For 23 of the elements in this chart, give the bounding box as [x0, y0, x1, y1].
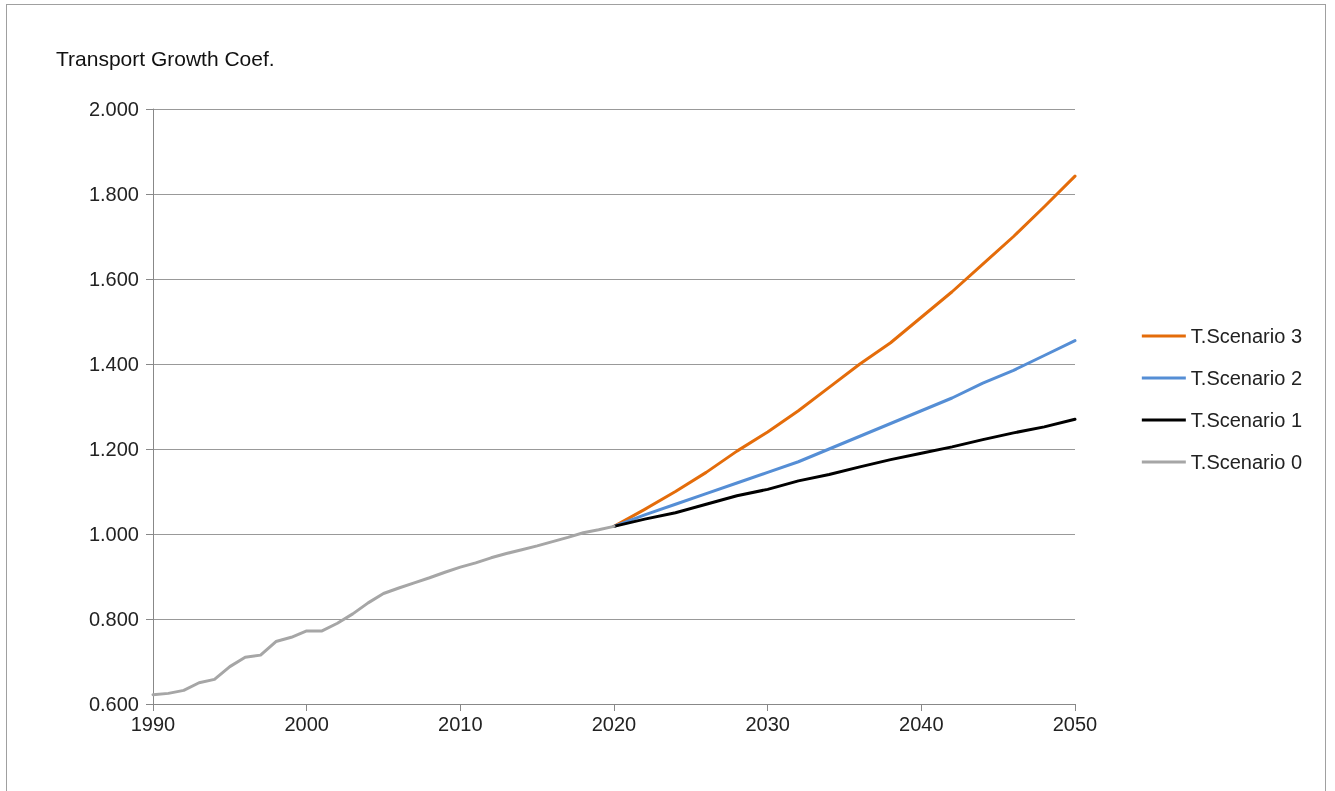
x-tick-label: 2050 — [1052, 713, 1098, 735]
line-series — [612, 174, 1077, 528]
y-tick-label: 0.600 — [88, 693, 139, 715]
y-tick-label: 1.400 — [88, 353, 139, 375]
y-tick-label: 0.800 — [88, 608, 139, 630]
y-tick-label: 2.000 — [88, 98, 139, 120]
y-tick-label: 1.200 — [88, 438, 139, 460]
legend-label: T.Scenario 3 — [1190, 325, 1302, 347]
x-tick-label: 2030 — [745, 713, 790, 735]
y-tick-label: 1.000 — [88, 523, 139, 545]
legend-label: T.Scenario 2 — [1190, 367, 1302, 389]
x-tick-label: 2000 — [284, 713, 329, 735]
x-tick-label: 1990 — [130, 713, 176, 735]
y-tick-label: 1.800 — [88, 183, 139, 205]
x-tick-label: 2020 — [591, 713, 637, 735]
x-tick-label: 2010 — [438, 713, 483, 735]
line-series — [151, 524, 616, 697]
chart-title: Transport Growth Coef. — [56, 47, 275, 70]
legend-label: T.Scenario 0 — [1190, 451, 1302, 473]
line-series — [612, 417, 1077, 528]
legend-label: T.Scenario 1 — [1190, 409, 1302, 431]
y-tick-label: 1.600 — [88, 268, 139, 290]
x-tick-label: 2040 — [899, 713, 944, 735]
